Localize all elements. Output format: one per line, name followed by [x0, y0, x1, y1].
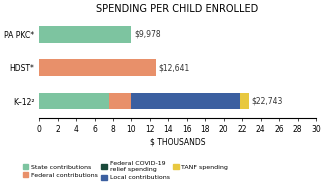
Bar: [240, 93, 249, 109]
Bar: [39, 59, 156, 76]
Text: $22,743: $22,743: [252, 97, 283, 106]
Bar: [39, 93, 109, 109]
Bar: [131, 93, 240, 109]
X-axis label: $ THOUSANDS: $ THOUSANDS: [150, 137, 205, 146]
Legend: State contributions, Federal contributions, Federal COVID-19
relief spending, Lo: State contributions, Federal contributio…: [20, 159, 231, 183]
Text: $9,978: $9,978: [134, 30, 161, 39]
Bar: [109, 93, 131, 109]
Bar: [39, 26, 131, 43]
Title: SPENDING PER CHILD ENROLLED: SPENDING PER CHILD ENROLLED: [97, 4, 259, 14]
Text: $12,641: $12,641: [159, 63, 190, 72]
